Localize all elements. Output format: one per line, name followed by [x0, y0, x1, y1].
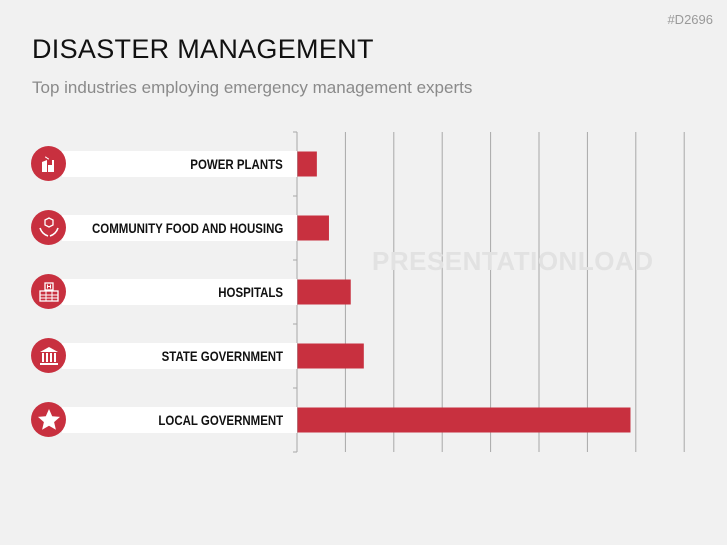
- bar: [297, 215, 329, 241]
- category-label: POWER PLANTS: [190, 156, 283, 172]
- category-label-strip: POWER PLANTS: [62, 151, 297, 177]
- category-label-strip: HOSPITALS: [62, 279, 297, 305]
- category-label: LOCAL GOVERNMENT: [158, 412, 283, 428]
- slide-code: #D2696: [667, 12, 713, 27]
- government-building-icon: [31, 338, 66, 373]
- category-label-strip: STATE GOVERNMENT: [62, 343, 297, 369]
- category-label: COMMUNITY FOOD AND HOUSING: [91, 220, 283, 236]
- power-plant-icon: [31, 146, 66, 181]
- watermark-logo: PRESENTATIONLOAD: [372, 246, 654, 276]
- food-box-hands-icon: [31, 210, 66, 245]
- category-label-strip: LOCAL GOVERNMENT: [62, 407, 297, 433]
- bar: [297, 343, 364, 369]
- page-title: DISASTER MANAGEMENT: [32, 34, 374, 64]
- bar: [297, 407, 631, 433]
- bar: [297, 279, 351, 305]
- hospital-icon: [31, 274, 66, 309]
- bar: [297, 151, 317, 177]
- category-label: HOSPITALS: [218, 284, 283, 300]
- category-label: STATE GOVERNMENT: [161, 348, 283, 364]
- star-icon: [31, 402, 66, 437]
- category-label-strip: COMMUNITY FOOD AND HOUSING: [62, 215, 297, 241]
- page-subtitle: Top industries employing emergency manag…: [32, 78, 473, 97]
